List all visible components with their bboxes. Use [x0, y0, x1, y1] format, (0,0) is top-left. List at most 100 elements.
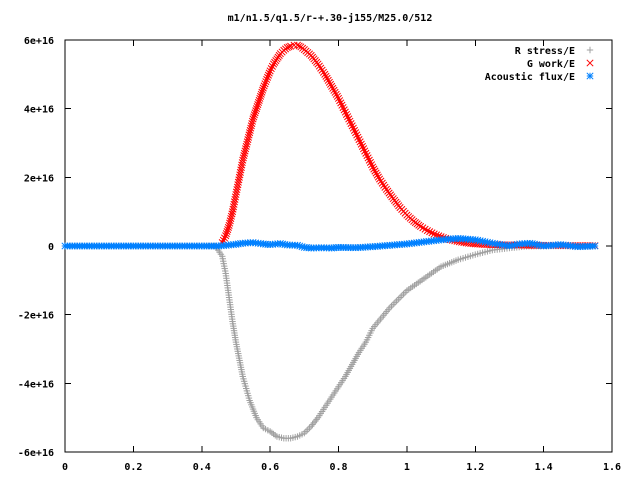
data-point	[331, 88, 339, 96]
data-point	[360, 145, 368, 153]
data-point	[391, 299, 399, 306]
data-point	[251, 109, 259, 117]
data-point	[243, 138, 251, 146]
data-point	[244, 136, 252, 144]
data-point	[304, 426, 311, 433]
data-point	[354, 133, 362, 141]
data-point	[390, 301, 397, 308]
data-point	[306, 424, 313, 432]
data-point	[353, 131, 361, 139]
data-point	[293, 41, 302, 49]
data-point	[352, 129, 360, 137]
legend-label: G work/E	[527, 59, 575, 70]
legend-marker	[586, 59, 594, 67]
data-point	[348, 122, 356, 130]
data-point	[268, 62, 276, 70]
y-tick-label: -4e+16	[18, 379, 54, 390]
y-tick-label: -6e+16	[18, 448, 54, 459]
data-point	[347, 119, 355, 128]
data-point	[322, 72, 330, 80]
data-point	[253, 103, 261, 111]
data-point	[225, 221, 233, 229]
x-tick-label: 0.2	[124, 462, 142, 473]
data-point	[369, 163, 377, 171]
data-point	[365, 156, 373, 164]
data-point	[362, 149, 370, 157]
data-point	[262, 78, 270, 86]
data-point	[591, 242, 599, 250]
series-layer	[61, 41, 599, 442]
data-point	[349, 124, 357, 132]
data-point	[372, 169, 380, 177]
data-point	[254, 100, 262, 109]
axis-layer: 0 0.2 0.4 0.6 0.8 1 1.2 1.4 1.66e+164e+162e+160-…	[18, 36, 621, 473]
data-point	[247, 124, 255, 132]
data-point	[350, 126, 359, 134]
data-point	[264, 71, 272, 79]
data-point	[393, 297, 400, 305]
legend-label: Acoustic flux/E	[485, 71, 575, 83]
data-point	[400, 290, 407, 298]
data-point	[388, 302, 395, 310]
data-point	[302, 428, 310, 435]
x-tick-label: 1.4	[535, 462, 553, 473]
data-point	[342, 110, 351, 118]
data-point	[364, 154, 372, 162]
data-point	[265, 69, 273, 77]
data-point	[371, 167, 379, 175]
data-point	[338, 101, 346, 109]
data-point	[333, 92, 341, 100]
data-point	[220, 234, 229, 242]
data-point	[264, 73, 272, 81]
y-tick-label: 6e+16	[24, 36, 54, 47]
data-point	[246, 129, 254, 137]
data-point	[243, 140, 251, 148]
data-point	[366, 158, 374, 167]
data-point	[259, 86, 267, 94]
data-point	[325, 78, 333, 86]
data-point	[345, 115, 353, 123]
x-tick-label: 0.8	[329, 462, 347, 473]
data-point	[240, 149, 249, 157]
data-point	[227, 214, 235, 223]
x-tick-label: 0	[62, 462, 68, 473]
data-point	[247, 122, 255, 130]
data-point	[256, 94, 264, 102]
data-point	[423, 226, 431, 235]
data-point	[246, 126, 254, 134]
data-point	[224, 223, 232, 232]
data-point	[242, 145, 250, 153]
data-point	[337, 99, 345, 107]
data-point	[226, 217, 234, 225]
legend-marker	[586, 72, 594, 80]
data-point	[344, 113, 352, 121]
x-tick-label: 1.6	[603, 462, 621, 473]
data-point	[323, 74, 331, 82]
data-point	[249, 115, 257, 123]
y-tick-label: 2e+16	[24, 173, 54, 184]
x-tick-label: 1.2	[466, 462, 484, 473]
data-point	[367, 161, 376, 169]
data-point	[244, 133, 253, 141]
data-point	[223, 228, 231, 236]
x-tick-label: 0.6	[261, 462, 279, 473]
data-point	[346, 117, 354, 125]
data-point	[239, 156, 247, 164]
data-point	[428, 229, 436, 237]
data-point	[254, 98, 263, 107]
data-point	[321, 70, 329, 78]
y-tick-label: 0	[48, 242, 54, 253]
data-point	[373, 171, 381, 179]
data-point	[226, 219, 234, 227]
data-point	[260, 82, 268, 90]
data-point	[222, 230, 230, 238]
series-acoustic-flux-e	[61, 234, 599, 252]
x-tick-label: 1	[404, 462, 410, 473]
y-tick-label: 4e+16	[24, 105, 54, 116]
data-point	[395, 296, 402, 303]
data-point	[340, 106, 348, 114]
data-point	[255, 96, 263, 104]
data-point	[256, 92, 265, 100]
